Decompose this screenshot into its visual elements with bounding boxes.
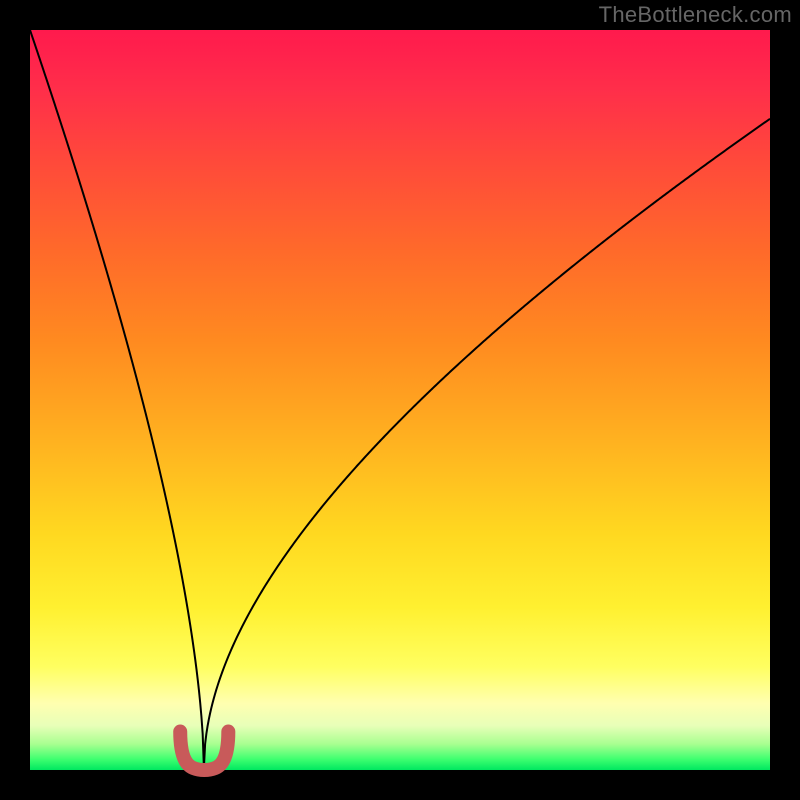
chart-container: TheBottleneck.com	[0, 0, 800, 800]
watermark-text: TheBottleneck.com	[599, 2, 792, 28]
plot-area	[30, 30, 770, 770]
chart-svg	[0, 0, 800, 800]
